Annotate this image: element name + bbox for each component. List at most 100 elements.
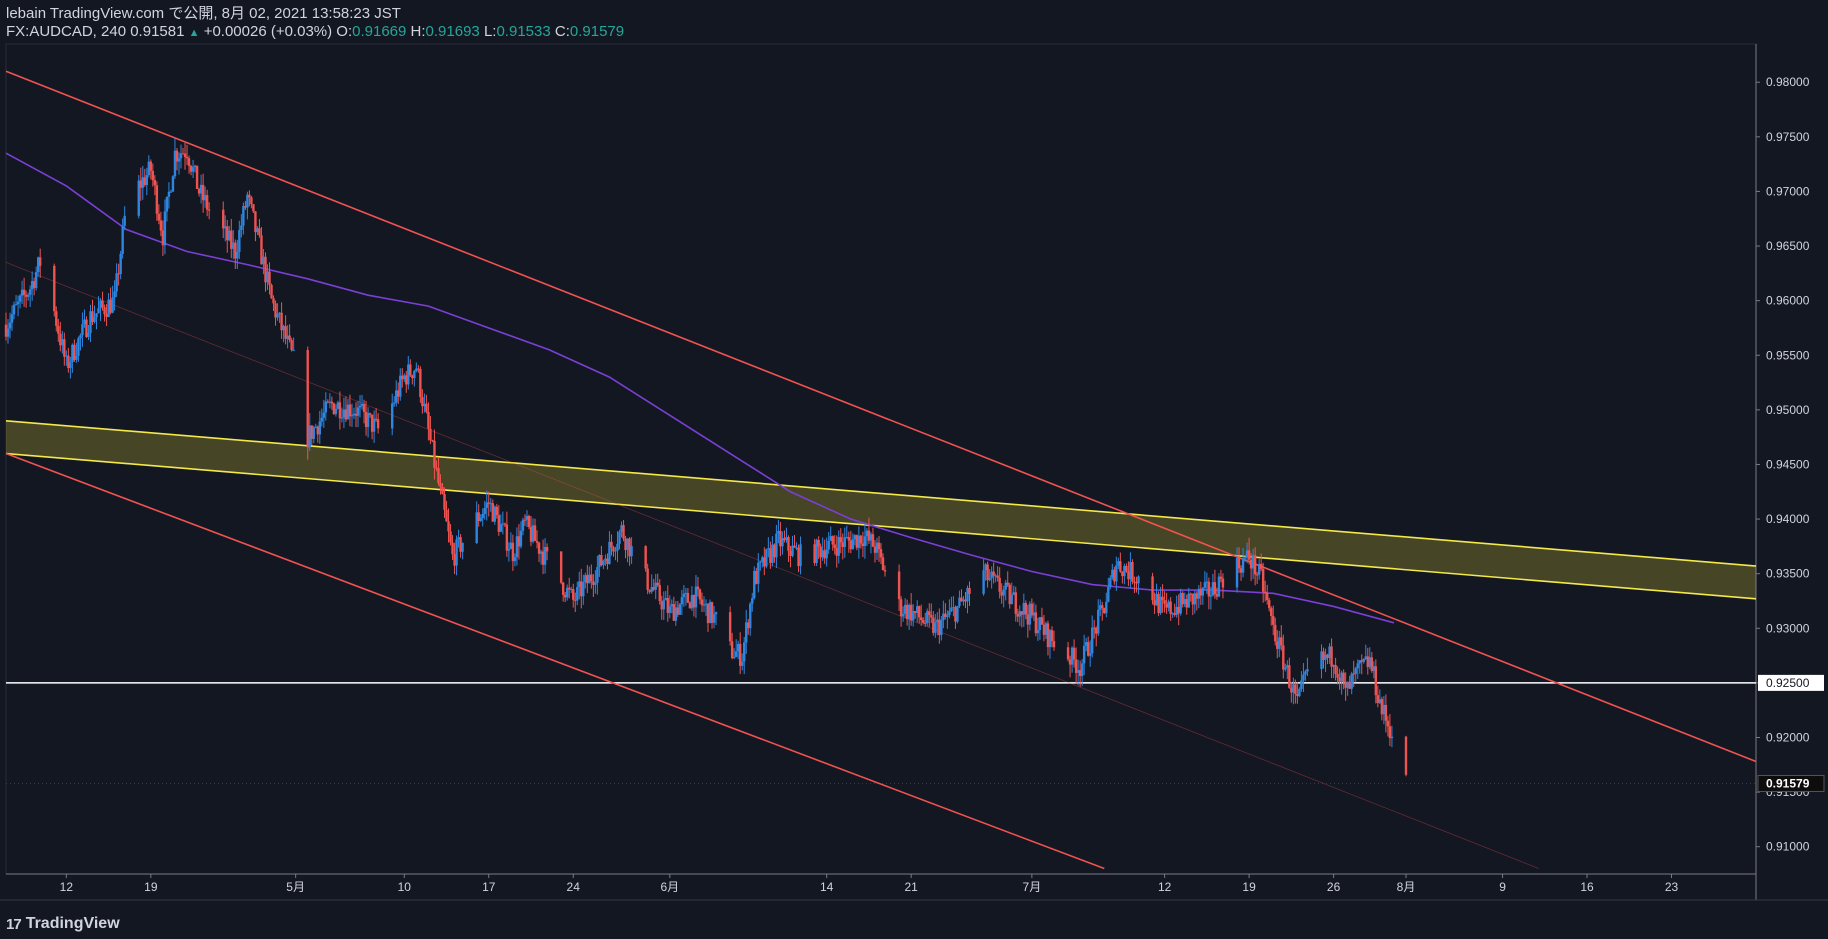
candle-body [199, 184, 203, 194]
candle-body [680, 597, 684, 605]
candle-body [270, 284, 273, 299]
candle-body [799, 544, 802, 567]
candle-body [855, 535, 859, 548]
candle-body [1298, 688, 1301, 697]
candle-body [521, 519, 525, 531]
candle-body [1080, 663, 1084, 677]
candle-body [485, 502, 488, 509]
candle-body [706, 603, 710, 624]
candle-body [531, 525, 535, 542]
candle-body [38, 257, 42, 266]
candle-body [1016, 613, 1019, 617]
candle-body [1284, 667, 1287, 670]
candle-body [738, 643, 742, 666]
candle-body [692, 595, 696, 608]
candle-body [117, 273, 120, 275]
candle-body [1372, 666, 1376, 671]
candle-body [85, 319, 88, 337]
candle-body [405, 375, 408, 385]
time-tick-label: 26 [1327, 880, 1341, 894]
low-value: 0.91533 [496, 23, 551, 40]
candle-body [865, 530, 869, 537]
candle-body [773, 544, 776, 558]
zone-upper-line [5, 419, 1757, 567]
candle-body [863, 536, 867, 547]
candle-body [330, 401, 334, 404]
candle-body [1304, 671, 1307, 675]
candle-body [244, 206, 247, 208]
candle-body [481, 514, 484, 518]
candle-body [1352, 673, 1355, 675]
candle-body [230, 230, 233, 249]
candle-body [1157, 593, 1160, 614]
candle-body [163, 211, 167, 246]
candle-body [312, 427, 315, 439]
candle-body [67, 355, 70, 369]
price-tick-label: 0.92000 [1766, 730, 1810, 744]
candle-body [676, 607, 680, 615]
candle-body [1380, 699, 1384, 715]
candle-body [1286, 665, 1289, 668]
candle-body [1078, 670, 1082, 677]
candle-body [662, 600, 665, 610]
candle-body [292, 349, 295, 351]
candle-body [1338, 677, 1341, 682]
candle-body [1328, 646, 1331, 658]
candle-body [252, 204, 255, 212]
price-tick-label: 0.96000 [1766, 294, 1810, 308]
candle-body [648, 589, 651, 592]
candle-body [670, 604, 674, 607]
candle-body [425, 403, 428, 412]
candle-body [1280, 637, 1283, 646]
candle-body [732, 656, 736, 659]
candle-body [793, 545, 796, 548]
candle-body [1137, 576, 1140, 584]
candle-body [841, 542, 844, 548]
candle-body [435, 467, 438, 469]
candle-body [728, 612, 732, 642]
candle-body [1091, 627, 1094, 654]
candle-body [346, 404, 350, 420]
candle-body [849, 540, 853, 550]
candle-body [608, 541, 611, 565]
candle-body [493, 506, 496, 522]
candle-body [1105, 601, 1108, 614]
price-tick-label: 0.91000 [1766, 840, 1810, 854]
candle-body [161, 230, 165, 246]
candle-body [358, 405, 362, 408]
candle-body [757, 562, 760, 584]
candle-body [121, 225, 124, 254]
candle-body [256, 228, 259, 233]
candle-body [940, 620, 943, 636]
candle-body [907, 604, 911, 620]
ohlc-legend: FX:AUDCAD, 240 0.91581 ▲ +0.00026 (+0.03… [6, 23, 624, 42]
candle-body [582, 582, 585, 597]
candle-body [348, 404, 352, 417]
candle-body [698, 589, 702, 600]
candle-body [1251, 555, 1255, 569]
candle-body [4, 324, 8, 337]
candle-body [147, 161, 151, 176]
candle-body [1320, 651, 1323, 670]
candle-body [618, 531, 621, 544]
candle-body [1042, 624, 1046, 635]
candle-body [1268, 600, 1271, 609]
candle-body [417, 368, 420, 370]
candle-body [761, 557, 764, 562]
candle-body [370, 414, 374, 432]
time-tick-label: 17 [482, 880, 496, 894]
candle-body [1187, 593, 1190, 608]
candle-body [1199, 588, 1203, 596]
candle-body [1151, 576, 1154, 601]
last-price: 0.91581 [130, 23, 185, 40]
candle-body [332, 403, 336, 414]
price-tick-label: 0.96500 [1766, 239, 1810, 253]
candle-body [228, 230, 231, 241]
candle-body [14, 304, 18, 306]
candle-body [1004, 582, 1007, 590]
candle-body [336, 402, 340, 409]
candle-body [535, 540, 539, 543]
candle-body [922, 620, 925, 623]
candle-body [409, 364, 412, 376]
